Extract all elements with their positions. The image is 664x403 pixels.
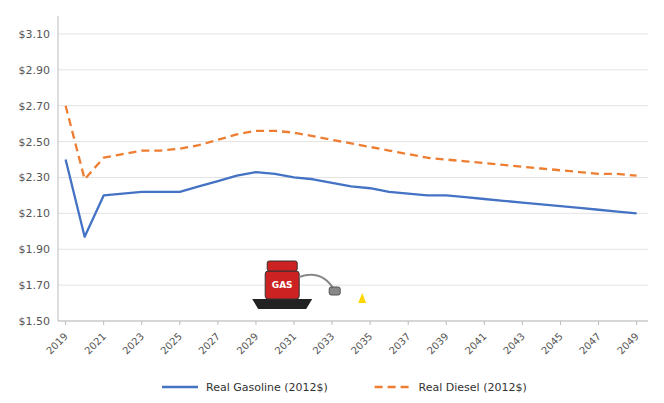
y-tick-label: $2.10 [19,207,51,220]
x-tick [446,321,447,325]
legend-swatch [162,386,198,388]
x-tick-label: 2027 [197,331,223,357]
y-tick-label: $3.10 [19,28,51,41]
x-tick-label: 2033 [311,331,337,357]
x-tick [408,321,409,325]
x-tick-label: 2021 [82,331,108,357]
x-tick [217,321,218,325]
y-tick-label: $1.90 [19,243,51,256]
legend: Real Gasoline (2012$) Real Diesel (2012$) [162,381,527,394]
x-tick [636,321,637,325]
y-tick-label: $1.70 [19,279,51,292]
annotation: GAS [272,280,293,290]
pump-nozzle [329,287,340,295]
grid-line [58,177,648,178]
y-grid [58,34,648,321]
grid-line [58,213,648,214]
x-tick-label: 2029 [235,331,261,357]
x-tick [141,321,142,325]
grid-line [58,69,648,70]
x-tick-label: 2039 [425,331,451,357]
pump-body [265,271,299,299]
y-tick-label: $2.90 [19,64,51,77]
grid-line [58,141,648,142]
pump-top [267,261,297,271]
x-tick-label: 2031 [273,331,299,357]
pump-icon: GAS [252,261,366,309]
x-axis: 2019 2021 2023 2025 2027 2029 2031 2033 2035 2037… [44,321,648,356]
x-axis-line [58,321,648,322]
x-tick-label: 2047 [577,331,603,357]
x-tick [65,321,66,325]
x-tick-label: 2041 [463,331,489,357]
background [0,0,664,403]
x-tick [598,321,599,325]
y-axis: $1.50 $1.70 $1.90 $2.10 $2.30 $2.50 $2.70 $2.90… [19,16,59,328]
x-tick [560,321,561,325]
x-tick [255,321,256,325]
x-tick [370,321,371,325]
y-tick-label: $1.50 [19,315,51,328]
grid-line [58,321,648,322]
x-tick-label: 2023 [120,331,146,357]
y-axis-line [58,16,59,321]
pump-stand [252,299,312,309]
legend-label: Real Gasoline (2012$) [206,381,328,394]
legend-label: Real Diesel (2012$) [419,381,527,394]
y-tick-label: $2.30 [19,171,51,184]
grid-line [58,249,648,250]
x-tick-label: 2043 [501,331,527,357]
x-tick [103,321,104,325]
y-tick-label: $2.70 [19,100,51,113]
x-tick [332,321,333,325]
x-tick [179,321,180,325]
y-tick-label: $2.50 [19,136,51,149]
fuel-drop [358,293,366,303]
grid-line [58,33,648,34]
series-line [66,160,637,237]
series-lines [66,106,637,237]
x-tick [294,321,295,325]
x-tick-label: 2019 [44,331,70,357]
x-tick-label: 2045 [539,331,565,357]
grid-line [58,105,648,106]
chart: $1.50 $1.70 $1.90 $2.10 $2.30 $2.50 $2.70 $2.90… [0,0,664,403]
x-tick-label: 2037 [387,331,413,357]
x-tick [522,321,523,325]
grid-line [58,285,648,286]
x-tick-label: 2035 [349,331,375,357]
x-tick [484,321,485,325]
x-tick-label: 2025 [158,331,184,357]
legend-swatch [375,386,411,388]
series-line [66,106,637,180]
x-tick-label: 2049 [615,331,641,357]
